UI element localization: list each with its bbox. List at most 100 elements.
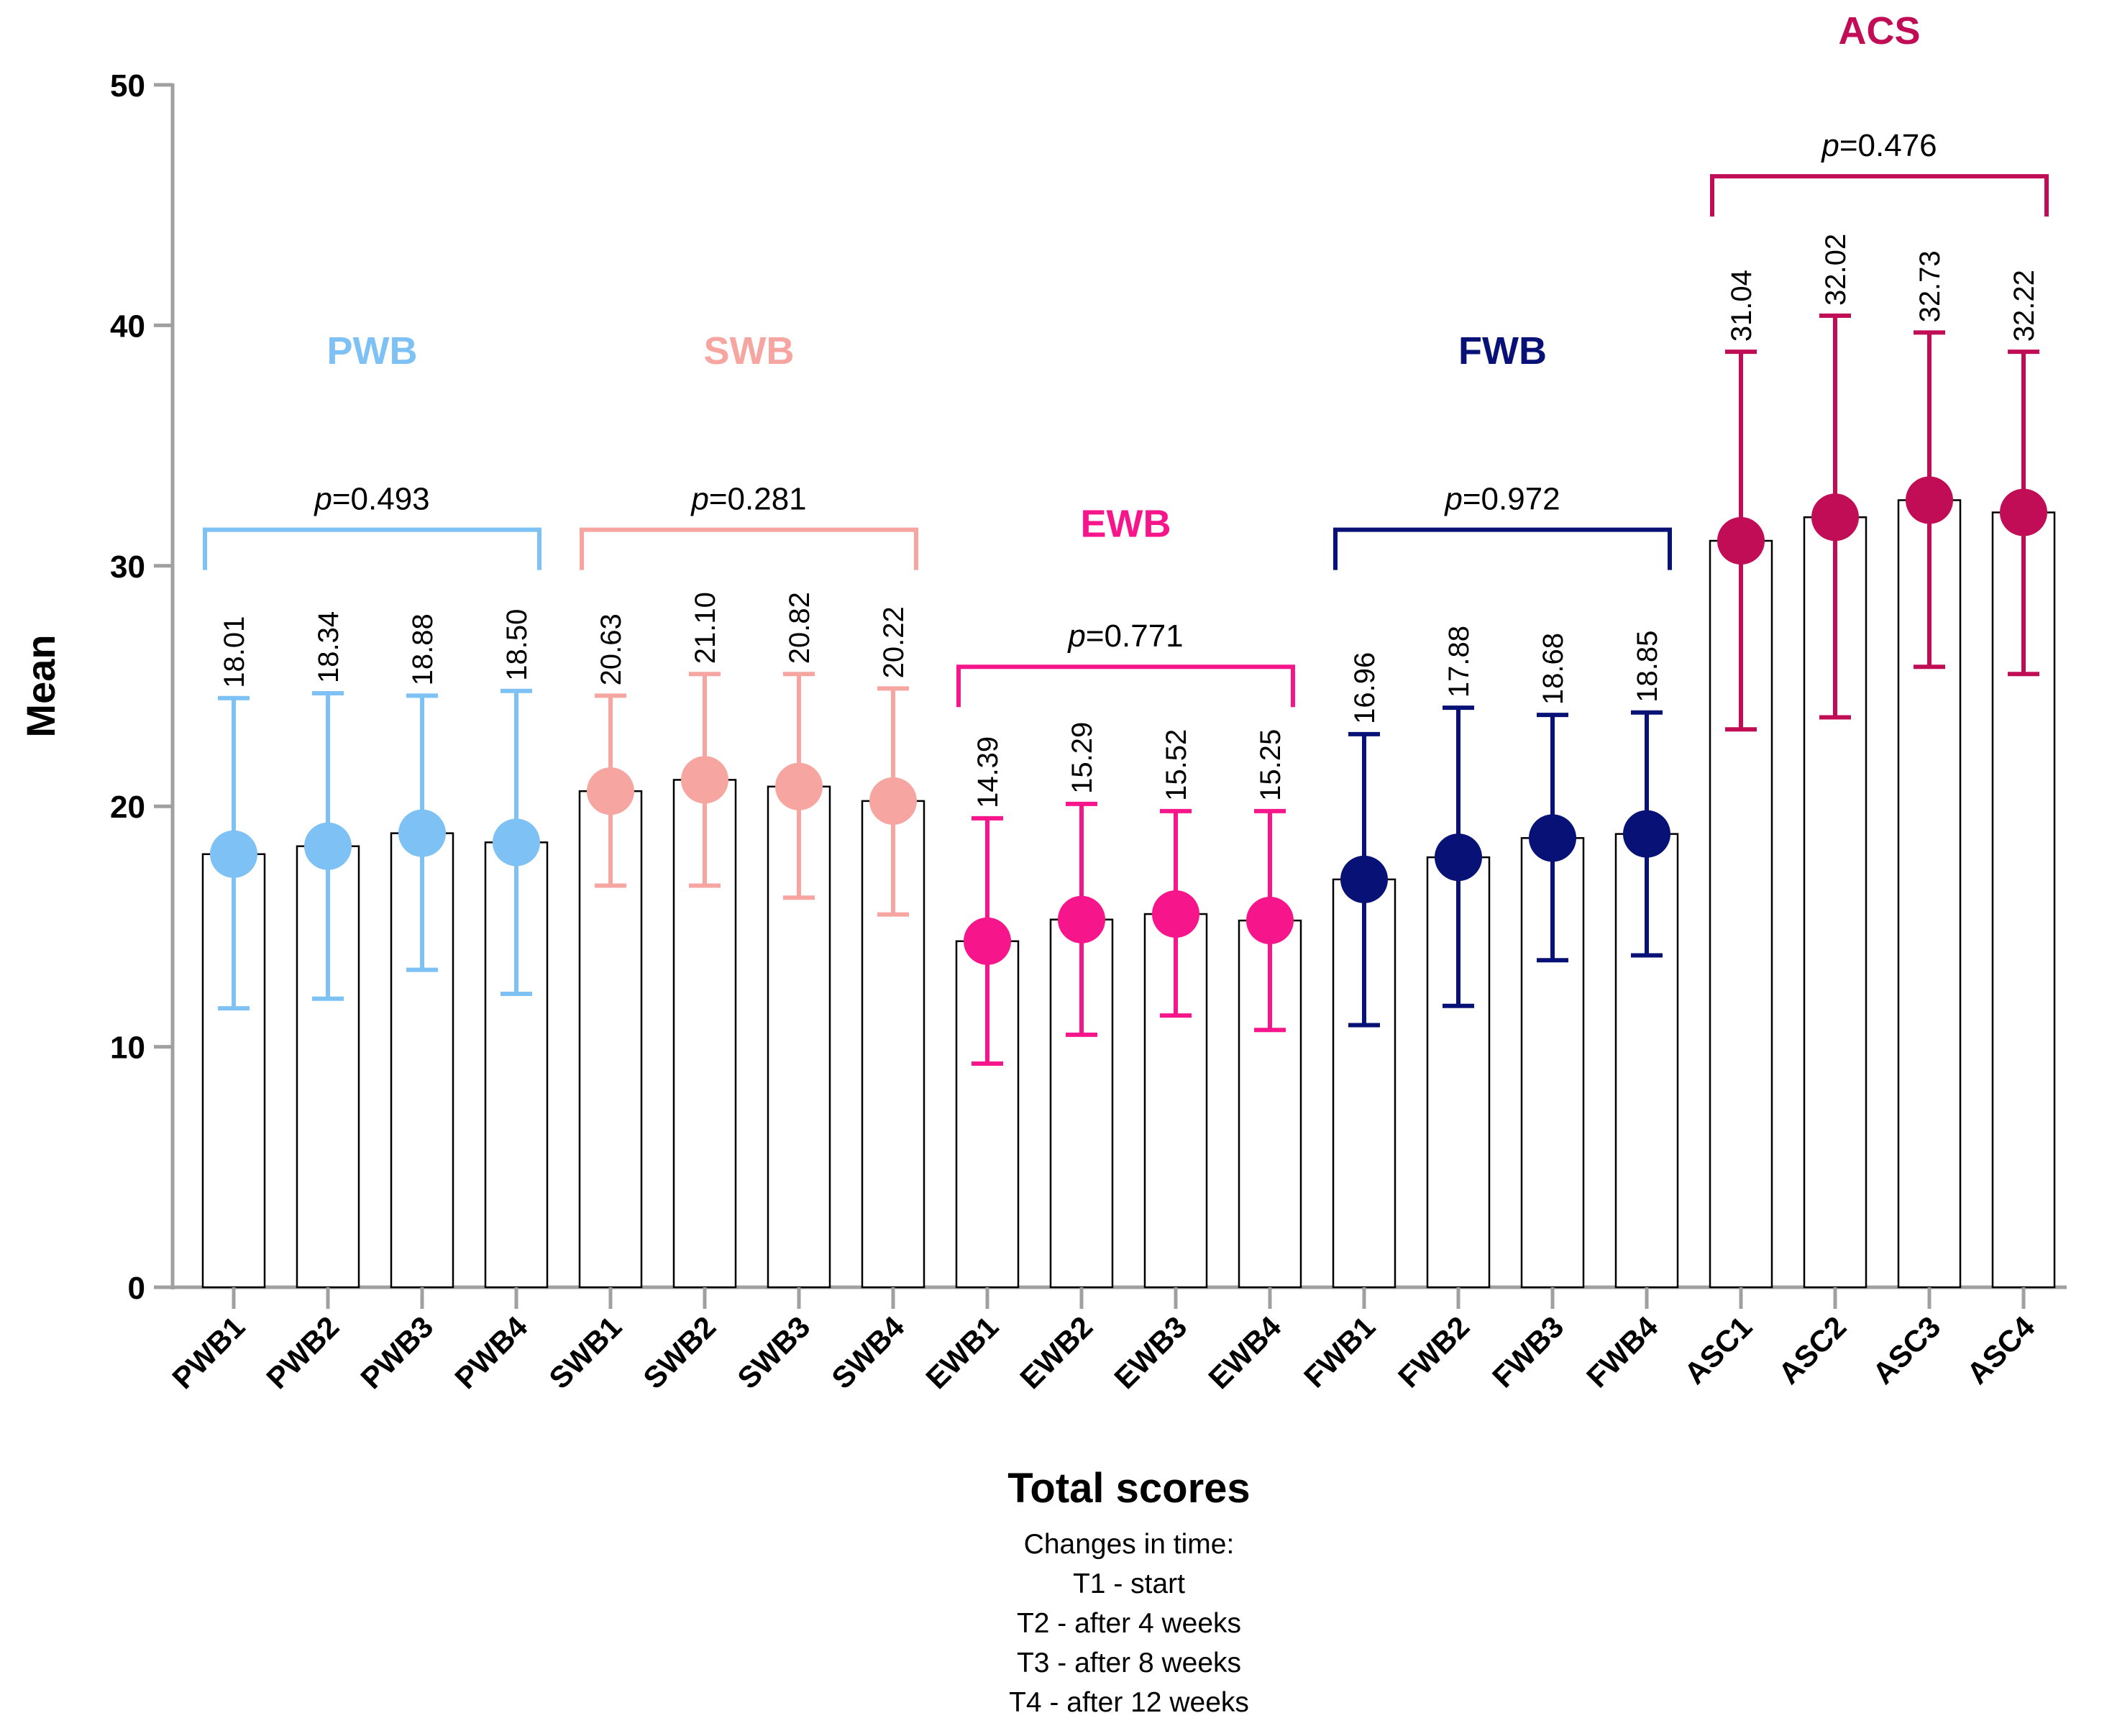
point-asc2 xyxy=(1811,493,1859,542)
p-symbol: p xyxy=(1066,618,1085,654)
x-tick-label-swb2: SWB2 xyxy=(636,1310,722,1395)
note-t4: T4 - after 12 weeks xyxy=(1009,1687,1249,1718)
value-label-pwb1: 18.01 xyxy=(219,616,250,688)
y-axis-title: Mean xyxy=(18,634,63,737)
group-label-swb: SWB xyxy=(704,329,795,373)
point-swb4 xyxy=(869,777,917,825)
p-value-swb: p=0.281 xyxy=(690,482,806,517)
p-number: =0.972 xyxy=(1463,482,1560,517)
x-tick-label-pwb3: PWB3 xyxy=(354,1310,439,1395)
p-value-ewb: p=0.771 xyxy=(1066,618,1183,654)
point-fwb2 xyxy=(1435,833,1482,882)
value-label-pwb2: 18.34 xyxy=(313,611,344,683)
point-asc4 xyxy=(2000,488,2047,536)
y-tick-label: 30 xyxy=(110,549,145,585)
y-tick-label: 0 xyxy=(128,1271,145,1306)
p-symbol: p xyxy=(1443,482,1462,517)
value-label-swb3: 20.82 xyxy=(784,592,815,664)
value-label-fwb1: 16.96 xyxy=(1349,652,1381,724)
group-label-pwb: PWB xyxy=(327,329,418,373)
point-ewb3 xyxy=(1152,890,1199,938)
value-label-fwb2: 17.88 xyxy=(1443,626,1475,698)
value-label-ewb1: 14.39 xyxy=(972,736,1004,808)
x-axis-title: Total scores xyxy=(1007,1465,1251,1512)
value-label-asc3: 32.73 xyxy=(1914,250,1946,322)
point-pwb1 xyxy=(210,830,257,878)
point-ewb4 xyxy=(1246,897,1294,945)
value-label-ewb2: 15.29 xyxy=(1066,722,1098,794)
value-label-swb4: 20.22 xyxy=(878,606,910,678)
value-label-ewb4: 15.25 xyxy=(1255,729,1286,801)
note-t1: T1 - start xyxy=(1072,1568,1186,1599)
x-tick-label-ewb3: EWB3 xyxy=(1107,1310,1193,1395)
point-fwb3 xyxy=(1529,814,1576,862)
y-tick-label: 50 xyxy=(110,68,145,104)
bracket-ewb xyxy=(956,664,1295,708)
bracket-swb xyxy=(580,527,918,570)
point-asc1 xyxy=(1717,517,1765,565)
point-swb3 xyxy=(775,762,823,810)
x-tick-label-swb4: SWB4 xyxy=(825,1310,910,1395)
x-tick-label-pwb4: PWB4 xyxy=(448,1310,534,1395)
group-label-fwb: FWB xyxy=(1458,329,1547,373)
x-tick-label-swb3: SWB3 xyxy=(731,1310,816,1395)
p-symbol: p xyxy=(1820,128,1839,163)
point-pwb2 xyxy=(304,822,352,870)
bracket-fwb xyxy=(1333,527,1672,570)
group-label-ewb: EWB xyxy=(1081,503,1171,546)
p-number: =0.281 xyxy=(709,482,807,517)
point-asc3 xyxy=(1906,476,1953,524)
x-tick-label-ewb2: EWB2 xyxy=(1013,1310,1099,1395)
y-tick-label: 40 xyxy=(110,309,145,344)
point-pwb3 xyxy=(398,809,446,857)
point-swb1 xyxy=(587,767,634,816)
p-value-fwb: p=0.972 xyxy=(1443,482,1560,517)
p-number: =0.476 xyxy=(1839,128,1937,163)
y-tick-label: 10 xyxy=(110,1031,145,1066)
value-label-ewb3: 15.52 xyxy=(1161,729,1192,801)
p-value-acs: p=0.476 xyxy=(1820,128,1937,163)
value-label-fwb3: 18.68 xyxy=(1537,633,1569,705)
x-tick-label-asc3: ASC3 xyxy=(1866,1310,1947,1390)
value-label-swb2: 21.10 xyxy=(690,592,721,664)
p-symbol: p xyxy=(313,482,332,517)
point-ewb2 xyxy=(1058,895,1105,944)
value-label-asc2: 32.02 xyxy=(1820,234,1852,306)
group-label-acs: ACS xyxy=(1838,9,1920,52)
x-tick-label-fwb4: FWB4 xyxy=(1580,1310,1665,1394)
point-fwb4 xyxy=(1623,810,1670,858)
p-number: =0.493 xyxy=(332,482,430,517)
value-label-pwb3: 18.88 xyxy=(407,613,439,685)
point-ewb1 xyxy=(964,917,1011,965)
x-tick-label-pwb1: PWB1 xyxy=(165,1310,251,1395)
p-symbol: p xyxy=(690,482,708,517)
x-tick-label-asc4: ASC4 xyxy=(1960,1310,2042,1391)
p-number: =0.771 xyxy=(1086,618,1184,654)
bracket-acs xyxy=(1710,174,2049,217)
x-tick-label-asc2: ASC2 xyxy=(1772,1310,1852,1390)
note-t2: T2 - after 4 weeks xyxy=(1016,1608,1242,1639)
value-label-asc4: 32.22 xyxy=(2008,270,2040,342)
note-t3: T3 - after 8 weeks xyxy=(1016,1648,1242,1678)
x-tick-label-ewb4: EWB4 xyxy=(1202,1310,1287,1395)
value-label-fwb4: 18.85 xyxy=(1632,631,1663,703)
point-pwb4 xyxy=(493,818,540,867)
x-tick-label-swb1: SWB1 xyxy=(542,1310,628,1395)
p-value-pwb: p=0.493 xyxy=(313,482,429,517)
value-label-pwb4: 18.50 xyxy=(501,609,533,681)
x-tick-label-fwb2: FWB2 xyxy=(1391,1310,1476,1394)
bracket-pwb xyxy=(203,527,541,570)
y-tick-label: 20 xyxy=(110,790,145,825)
point-fwb1 xyxy=(1340,855,1388,903)
notes-heading: Changes in time: xyxy=(1023,1529,1235,1560)
x-tick-label-asc1: ASC1 xyxy=(1678,1310,1758,1390)
value-label-swb1: 20.63 xyxy=(595,613,627,685)
x-tick-label-fwb1: FWB1 xyxy=(1297,1310,1381,1394)
x-tick-label-ewb1: EWB1 xyxy=(919,1310,1005,1395)
time-notes: Changes in time: T1 - start T2 - after 4… xyxy=(841,1525,1417,1722)
x-tick-label-fwb3: FWB3 xyxy=(1486,1310,1570,1394)
bar-pwb4 xyxy=(484,841,549,1289)
point-swb2 xyxy=(681,756,728,804)
x-tick-label-pwb2: PWB2 xyxy=(260,1310,345,1395)
